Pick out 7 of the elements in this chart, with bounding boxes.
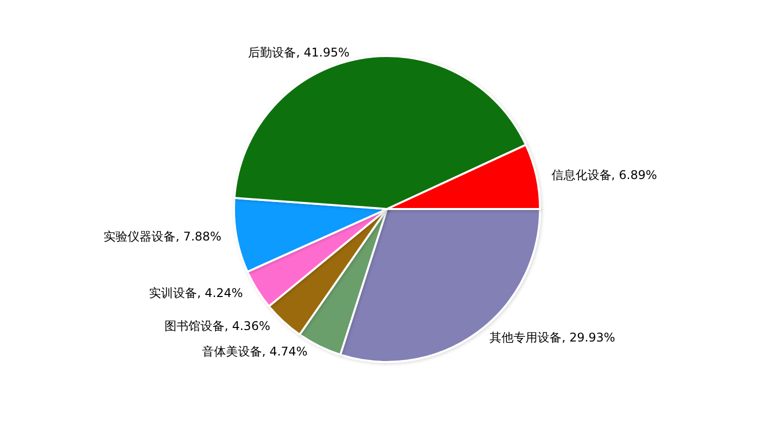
slice-label: 实训设备, 4.24% [149, 286, 243, 300]
slice-label: 音体美设备, 4.74% [202, 344, 308, 359]
slice-label: 其他专用设备, 29.93% [490, 330, 616, 344]
slice-label: 信息化设备, 6.89% [551, 168, 658, 182]
slice-label: 图书馆设备, 4.36% [164, 318, 270, 333]
slice-label: 后勤设备, 41.95% [248, 46, 350, 60]
slice-label: 实验仪器设备, 7.88% [104, 230, 222, 244]
